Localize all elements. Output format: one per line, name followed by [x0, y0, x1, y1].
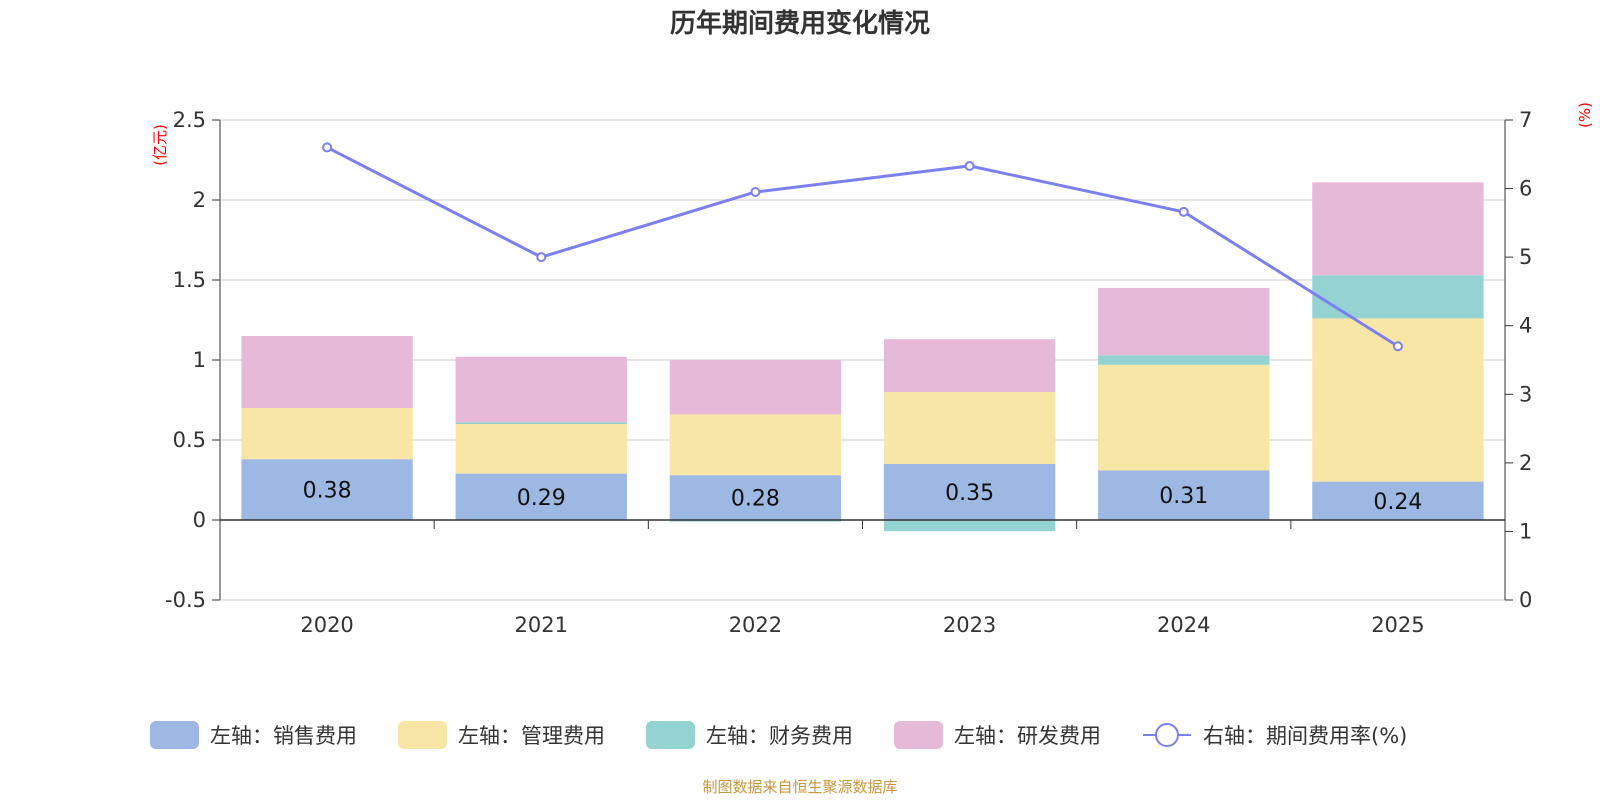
sales-bar-value-label: 0.29	[517, 486, 566, 511]
left-tick-label: 2.5	[173, 108, 206, 132]
finance-bar	[669, 520, 842, 522]
rate-point	[536, 252, 547, 263]
gridlines	[220, 119, 1505, 601]
finance-bar	[1312, 275, 1484, 319]
legend: 左轴：销售费用 左轴：管理费用 左轴：财务费用 左轴：研发费用 右轴：期间费用率(%)	[150, 721, 1407, 749]
right-tick-label: 6	[1519, 177, 1532, 201]
finance-bar	[455, 422, 627, 424]
right-axis-unit: (%)	[1576, 102, 1594, 128]
sales-bar	[455, 473, 627, 520]
right-tick-label: 1	[1519, 519, 1532, 543]
right-tick-label: 0	[1519, 588, 1532, 612]
rnd-bar	[1312, 182, 1484, 276]
rate-line-layer	[322, 142, 1403, 352]
rate-point	[1392, 341, 1403, 352]
legend-label: 左轴：研发费用	[954, 724, 1101, 748]
rate-point	[1178, 206, 1189, 217]
rnd-bar	[669, 360, 842, 415]
rnd-legend-swatch	[894, 721, 943, 749]
rnd-bar	[883, 339, 1056, 392]
admin-bar	[241, 408, 413, 460]
right-tick-label: 3	[1519, 382, 1532, 406]
left-tick-label: 2	[193, 188, 206, 212]
category-label: 2022	[729, 613, 782, 637]
finance-bar	[1098, 355, 1270, 365]
data-source: 制图数据来自恒生聚源数据库	[702, 778, 897, 796]
left-tick-label: 0	[193, 508, 206, 532]
rate-point	[750, 187, 761, 197]
bar-layer: 0.38 0.29 0.28 0.35 0.31 0.24	[241, 182, 1484, 532]
sales-bar-value-label: 0.24	[1373, 490, 1422, 515]
legend-label: 右轴：期间费用率(%)	[1203, 724, 1407, 748]
admin-bar	[669, 414, 842, 476]
sales-bar	[883, 464, 1056, 520]
sales-bar	[241, 459, 413, 520]
admin-legend-swatch	[398, 721, 447, 749]
left-tick-label: 0.5	[173, 428, 206, 452]
sales-bar	[1098, 470, 1270, 520]
sales-bar-value-label: 0.28	[731, 487, 780, 512]
rnd-bar	[241, 336, 413, 408]
category-label: 2020	[300, 613, 353, 637]
admin-bar	[455, 424, 627, 474]
admin-bar	[883, 392, 1056, 464]
category-label: 2021	[515, 613, 568, 637]
rnd-bar	[455, 356, 627, 423]
rate-legend-marker	[1155, 723, 1179, 747]
rate-point	[322, 142, 333, 153]
rate-line	[326, 146, 1399, 348]
sales-bar-value-label: 0.31	[1159, 484, 1208, 509]
legend-label: 左轴：财务费用	[706, 724, 853, 748]
category-label: 2024	[1157, 613, 1210, 637]
category-label: 2023	[943, 613, 996, 637]
sales-bar	[1312, 481, 1484, 520]
category-label: 2025	[1371, 613, 1424, 637]
right-tick-label: 7	[1519, 108, 1532, 132]
left-tick-label: -0.5	[165, 588, 206, 612]
axes: 2.5 2 1.5 1 0.5 0 -0.5 7 6 5 4 3 2 1 0 2020 2021 2022 2023…	[165, 108, 1532, 637]
chart-title: 历年期间费用变化情况	[670, 8, 930, 39]
admin-bar	[1098, 364, 1270, 471]
left-axis-unit: (亿元)	[151, 124, 169, 166]
legend-label: 左轴：管理费用	[458, 724, 605, 748]
sales-bar-value-label: 0.35	[945, 481, 994, 506]
right-tick-label: 2	[1519, 451, 1532, 475]
rate-point	[964, 160, 975, 171]
rnd-bar	[1098, 288, 1270, 356]
right-tick-label: 5	[1519, 245, 1532, 269]
right-tick-label: 4	[1519, 314, 1532, 338]
legend-label: 左轴：销售费用	[210, 724, 357, 748]
sales-legend-swatch	[150, 721, 199, 749]
sales-bar	[669, 475, 842, 520]
finance-bar	[883, 520, 1056, 532]
finance-legend-swatch	[646, 721, 695, 749]
left-tick-label: 1.5	[173, 268, 206, 292]
sales-bar-value-label: 0.38	[303, 479, 352, 504]
left-tick-label: 1	[193, 348, 206, 372]
